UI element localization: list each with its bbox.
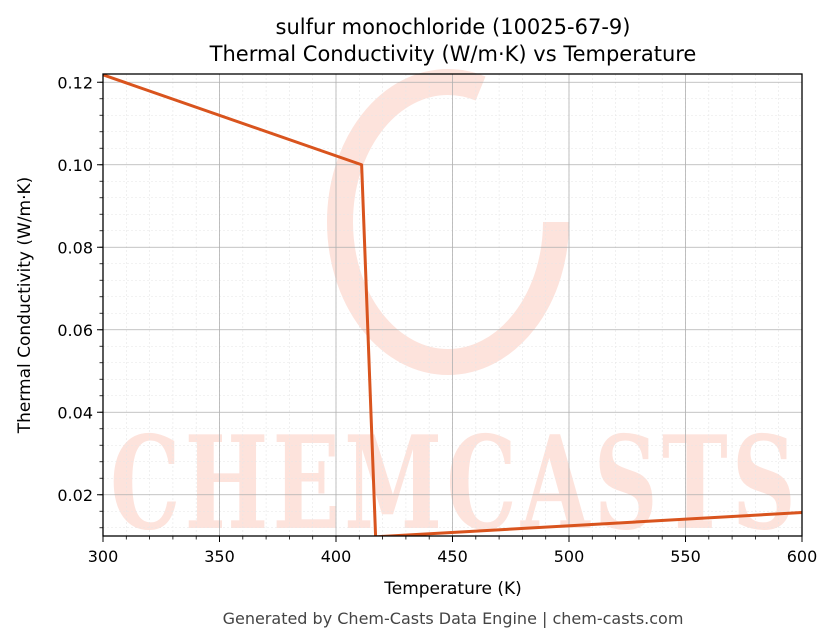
watermark: CHEMCASTS: [110, 69, 800, 559]
y-tick-labels: 0.02 0.04 0.06 0.08 0.10 0.12: [57, 73, 93, 505]
y-tick-label: 0.06: [57, 321, 93, 340]
x-tick-label: 350: [204, 547, 235, 566]
y-axis-label: Thermal Conductivity (W/m·K): [15, 177, 35, 435]
chart-title-line2: Thermal Conductivity (W/m·K) vs Temperat…: [209, 42, 697, 66]
x-tick-label: 450: [437, 547, 468, 566]
y-tick-label: 0.08: [57, 238, 93, 257]
y-tick-label: 0.02: [57, 486, 93, 505]
x-tick-labels: 300 350 400 450 500 550 600: [88, 547, 818, 566]
y-tick-label: 0.12: [57, 73, 93, 92]
y-tick-label: 0.04: [57, 403, 93, 422]
series-layer: [103, 74, 802, 536]
x-tick-label: 400: [321, 547, 352, 566]
ticks: [97, 81, 803, 542]
series-line-0: [103, 74, 802, 536]
x-tick-label: 500: [554, 547, 585, 566]
footer-credit: Generated by Chem-Casts Data Engine | ch…: [223, 609, 684, 628]
watermark-text: CHEMCASTS: [110, 409, 800, 559]
y-tick-label: 0.10: [57, 156, 93, 175]
x-axis-label: Temperature (K): [383, 579, 522, 599]
x-tick-label: 600: [787, 547, 818, 566]
chart-title-line1: sulfur monochloride (10025-67-9): [276, 15, 631, 39]
x-tick-label: 550: [670, 547, 701, 566]
x-tick-label: 300: [88, 547, 119, 566]
